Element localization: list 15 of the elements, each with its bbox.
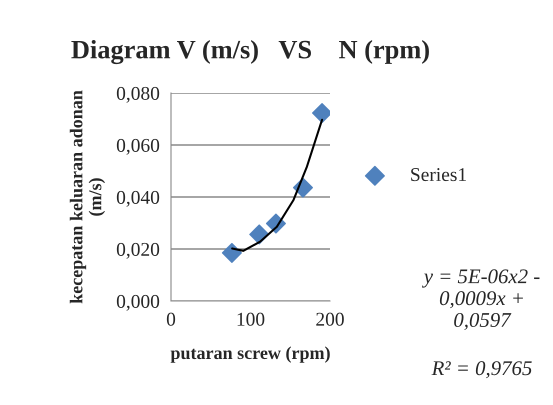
- x-tick-label: 200: [316, 312, 344, 326]
- y-axis-title: kecepatan keluaran adonan (m/s): [70, 90, 106, 304]
- text: y = 5E-06x2 - 0,0009x + 0,0597: [422, 269, 540, 330]
- legend-label: Series1: [411, 168, 466, 182]
- y-tick-label: 0,080: [116, 86, 160, 103]
- chart-title: Diagram V (m/s) VS N (rpm): [71, 40, 429, 64]
- y-tick-label: 0,040: [116, 190, 160, 207]
- text: R² = 0,9765: [432, 361, 532, 378]
- y-tick-label: 0,060: [116, 138, 160, 155]
- x-tick-label: 0: [166, 312, 176, 326]
- x-axis-title: putaran screw (rpm): [170, 346, 330, 363]
- y-tick-label: 0,020: [116, 242, 160, 259]
- point: [222, 242, 242, 263]
- y-tick-label: 0,000: [116, 294, 160, 311]
- x-tick-label: 100: [238, 312, 264, 326]
